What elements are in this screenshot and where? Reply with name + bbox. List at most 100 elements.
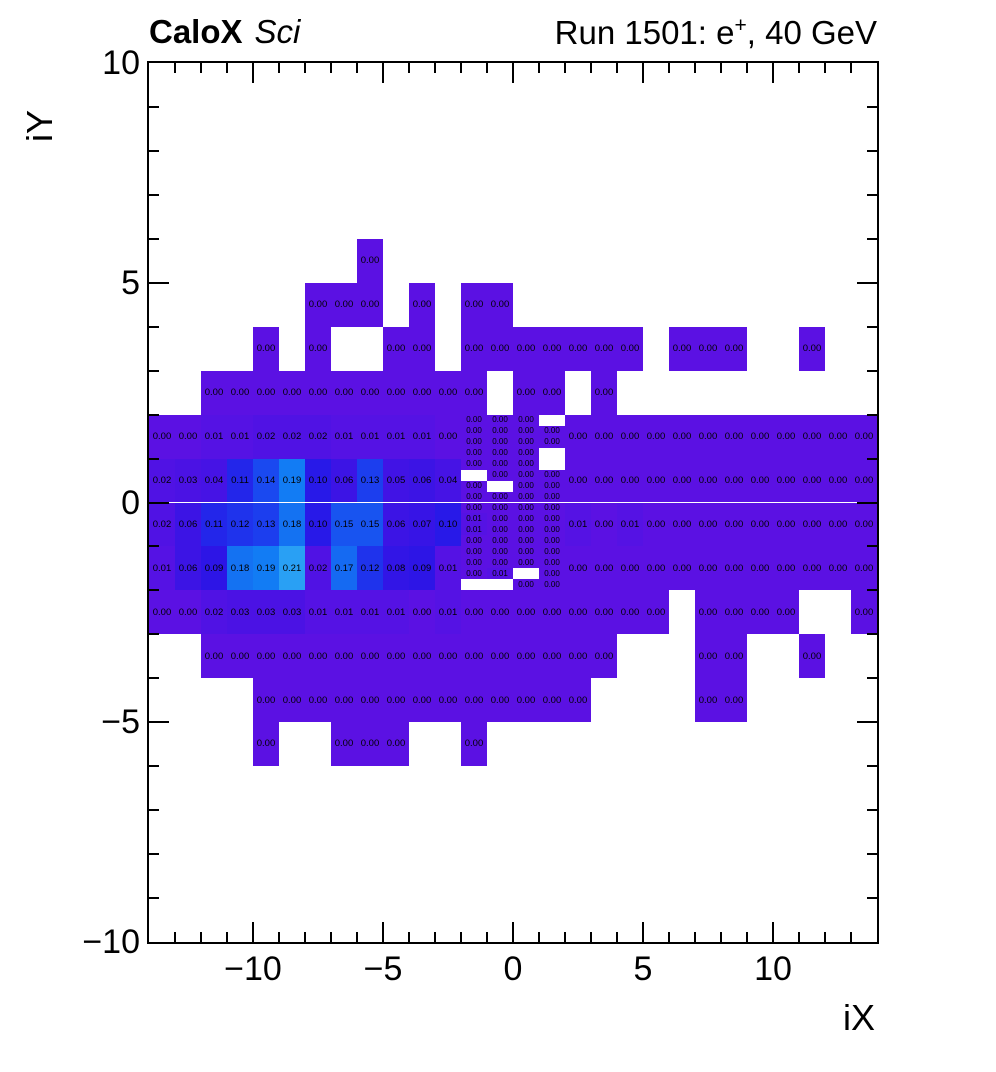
x-minor-tick [564,932,566,942]
cell-value: 0.00 [518,437,534,447]
cell-value: 0.00 [490,650,510,662]
heatmap-cell-fine: 0.00 [539,491,565,503]
heatmap-cell-fine: 0.00 [461,414,487,426]
heatmap-cell-fine: 0.00 [539,436,565,448]
cell-value: 0.19 [256,562,276,574]
heatmap-cell: 0.00 [253,722,279,767]
x-minor-tick-top [330,63,332,73]
beam-energy: , 40 GeV [746,14,877,51]
cell-value: 0.00 [282,694,302,706]
heatmap-cell: 0.00 [513,326,539,371]
heatmap-cell: 0.00 [747,546,773,591]
heatmap-cell: 0.00 [175,414,201,459]
heatmap-cell: 0.00 [851,458,877,503]
heatmap-cell: 0.00 [591,590,617,635]
heatmap-cell: 0.00 [487,634,513,679]
heatmap-cell: 0.00 [825,414,851,459]
cell-value: 0.00 [542,386,562,398]
cell-value: 0.00 [466,415,482,425]
heatmap-cell: 0.00 [539,678,565,723]
heatmap-cell-fine: 0.00 [539,579,565,591]
heatmap-cell: 0.00 [487,590,513,635]
heatmap-cell: 0.00 [565,590,591,635]
heatmap-cell: 0.03 [175,458,201,503]
cell-value: 0.00 [542,694,562,706]
cell-value: 0.00 [518,470,534,480]
heatmap-cell-fine: 0.00 [539,513,565,525]
heatmap-cell: 0.00 [409,282,435,327]
cell-value: 0.00 [178,430,198,442]
cell-value: 0.03 [282,606,302,618]
cell-value: 0.00 [518,415,534,425]
x-axis-title: iX [842,997,875,1038]
heatmap-cell-fine: 0.00 [539,535,565,547]
heatmap-cell: 0.00 [617,326,643,371]
cell-value: 0.00 [386,386,406,398]
cell-value: 0.00 [282,650,302,662]
cell-value: 0.00 [492,491,508,501]
y-minor-tick [149,105,159,108]
heatmap-cell: 0.00 [357,634,383,679]
heatmap-cell: 0.09 [201,546,227,591]
cell-value: 0.00 [828,474,848,486]
cell-value: 0.00 [698,342,718,354]
cell-value: 0.00 [724,694,744,706]
heatmap-cell: 0.00 [487,282,513,327]
cell-value: 0.00 [360,298,380,310]
heatmap-cell: 0.00 [331,282,357,327]
cell-value: 0.02 [152,518,172,530]
heatmap-cell: 0.00 [253,370,279,415]
cell-value: 0.15 [360,518,380,530]
x-minor-tick [616,932,618,942]
cell-value: 0.00 [464,650,484,662]
heatmap-cell: 0.00 [409,370,435,415]
heatmap-cell: 0.00 [617,414,643,459]
heatmap-cell: 0.00 [253,326,279,371]
heatmap-cell-fine: 0.00 [513,579,539,591]
cell-value: 0.00 [282,386,302,398]
heatmap-cell: 0.00 [565,634,591,679]
heatmap-cell: 0.00 [201,634,227,679]
cell-value: 0.01 [466,524,482,534]
cell-value: 0.00 [776,562,796,574]
heatmap-cell: 0.00 [461,282,487,327]
y-minor-tick-right [867,457,877,460]
x-major-tick [382,922,384,942]
heatmap-cell-fine: 0.00 [487,469,513,481]
heatmap-cell: 0.01 [357,590,383,635]
heatmap-cell: 0.00 [461,678,487,723]
cell-value: 0.00 [492,426,508,436]
cell-value: 0.00 [360,386,380,398]
heatmap-cell: 0.01 [617,502,643,547]
heatmap-cell: 0.00 [591,502,617,547]
heatmap-cell: 0.00 [461,370,487,415]
heatmap-cell-fine: 0.00 [487,513,513,525]
heatmap-cell: 0.05 [383,458,409,503]
heatmap-cell-fine: 0.00 [513,546,539,558]
x-minor-tick-top [720,63,722,73]
cell-value: 0.18 [282,518,302,530]
cell-value: 0.00 [518,502,534,512]
cell-value: 0.00 [594,650,614,662]
y-minor-tick [149,853,159,856]
heatmap-cell: 0.00 [851,590,877,635]
cell-value: 0.00 [466,437,482,447]
experiment-qualifier: Sci [254,13,301,50]
y-major-tick-right [857,721,877,724]
heatmap-cell: 0.00 [721,590,747,635]
heatmap-cell: 0.03 [279,590,305,635]
cell-value: 0.00 [672,474,692,486]
heatmap-cell-fine: 0.00 [487,447,513,459]
heatmap-cell: 0.00 [331,634,357,679]
cell-value: 0.00 [646,606,666,618]
x-minor-tick-top [278,63,280,73]
heatmap-cell: 0.00 [357,238,383,283]
y-tick-label: 10 [102,44,140,82]
x-major-tick-top [252,63,254,83]
cell-value: 0.00 [776,606,796,618]
heatmap-cell: 0.18 [227,546,253,591]
heatmap-cell: 0.00 [383,678,409,723]
heatmap-cell: 0.00 [565,326,591,371]
cell-value: 0.00 [750,518,770,530]
cell-value: 0.06 [178,518,198,530]
